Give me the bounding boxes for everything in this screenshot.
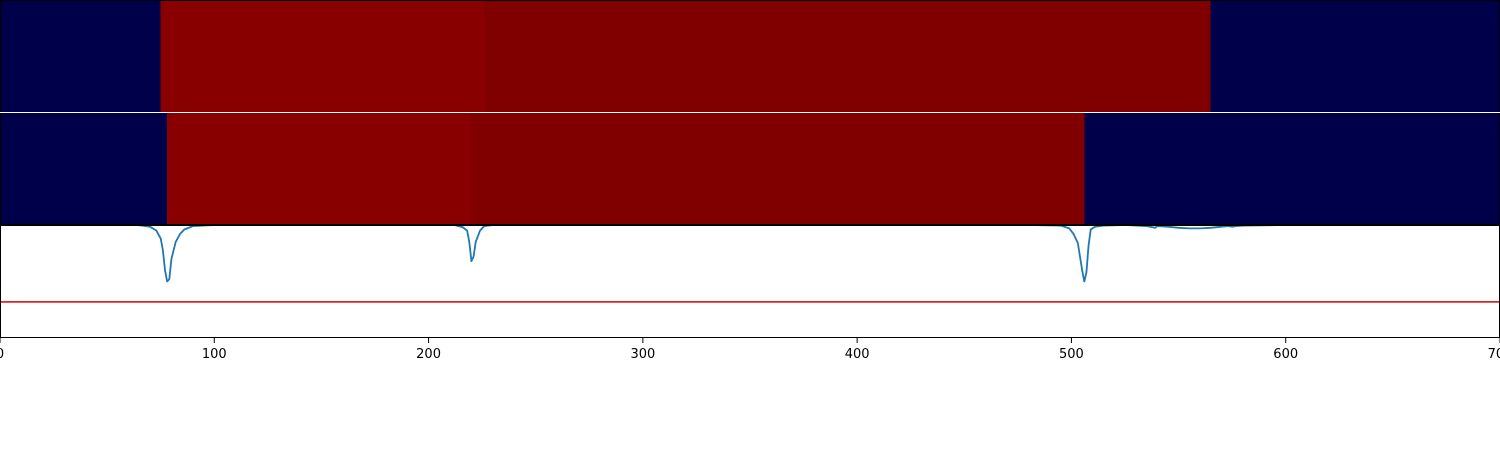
heatmap-top-segment-1 [160, 0, 485, 112]
x-tick-label-300: 300 [630, 347, 655, 362]
x-tick-label-200: 200 [416, 347, 441, 362]
heatmap-middle-segment-2 [471, 113, 1085, 225]
x-tick-label-400: 400 [845, 347, 870, 362]
heatmap-top-segment-3 [1210, 0, 1500, 112]
heatmap-middle-segment-0 [0, 113, 168, 225]
x-tick-label-700: 700 [1488, 347, 1500, 362]
heatmap-middle-segment-3 [1084, 113, 1500, 225]
heatmap-top-segment-0 [0, 0, 161, 112]
x-tick-label-600: 600 [1273, 347, 1298, 362]
line-plot-panel [0, 225, 1500, 303]
x-tick-label-100: 100 [202, 347, 227, 362]
x-axis: 0 100 200 300 400 500 600 700 [0, 338, 1500, 362]
x-tick-label-500: 500 [1059, 347, 1084, 362]
line-panel-frame [0, 225, 1500, 338]
heatmap-middle-segment-1 [167, 113, 472, 225]
heatmap-top-segment-2 [484, 0, 1211, 112]
x-tick-label-0: 0 [0, 347, 4, 362]
series-line-0 [0, 225, 1500, 283]
heatmap-top-panel [0, 0, 1500, 112]
heatmap-middle-panel [0, 113, 1500, 225]
